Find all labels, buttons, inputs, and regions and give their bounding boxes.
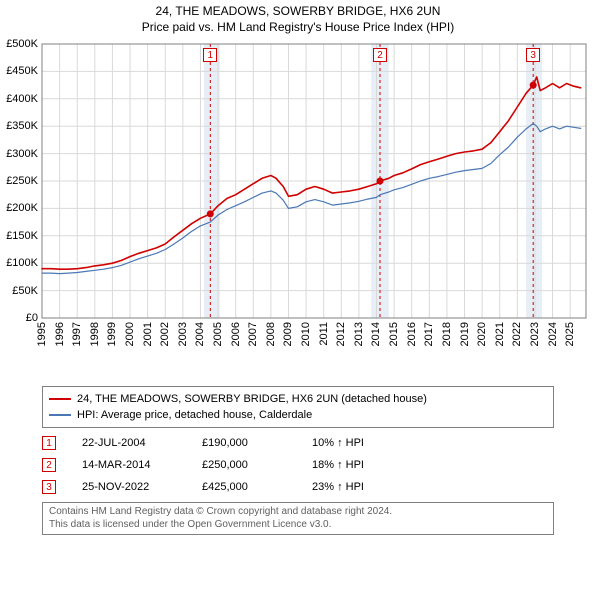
sale-date: 25-NOV-2022	[82, 481, 202, 493]
table-row: 1 22-JUL-2004 £190,000 10% ↑ HPI	[42, 432, 554, 454]
table-row: 3 25-NOV-2022 £425,000 23% ↑ HPI	[42, 476, 554, 498]
legend-item: 24, THE MEADOWS, SOWERBY BRIDGE, HX6 2UN…	[49, 391, 547, 407]
legend-swatch	[49, 398, 71, 400]
legend-label: 24, THE MEADOWS, SOWERBY BRIDGE, HX6 2UN…	[77, 393, 427, 405]
marker-badge: 2	[42, 458, 56, 472]
page-subtitle: Price paid vs. HM Land Registry's House …	[4, 20, 592, 34]
attribution-line: Contains HM Land Registry data © Crown c…	[49, 506, 547, 519]
sale-price: £190,000	[202, 437, 312, 449]
sale-date: 22-JUL-2004	[82, 437, 202, 449]
table-row: 2 14-MAR-2014 £250,000 18% ↑ HPI	[42, 454, 554, 476]
attribution-line: This data is licensed under the Open Gov…	[49, 519, 547, 532]
marker-badge: 1	[42, 436, 56, 450]
legend-label: HPI: Average price, detached house, Cald…	[77, 409, 312, 421]
marker-badge: 3	[42, 480, 56, 494]
legend-swatch	[49, 414, 71, 416]
sale-delta: 10% ↑ HPI	[312, 437, 422, 449]
sale-date: 14-MAR-2014	[82, 459, 202, 471]
price-chart: £0£50K£100K£150K£200K£250K£300K£350K£400…	[4, 40, 592, 380]
legend: 24, THE MEADOWS, SOWERBY BRIDGE, HX6 2UN…	[42, 386, 554, 428]
attribution: Contains HM Land Registry data © Crown c…	[42, 502, 554, 535]
legend-item: HPI: Average price, detached house, Cald…	[49, 407, 547, 423]
sale-delta: 18% ↑ HPI	[312, 459, 422, 471]
sale-delta: 23% ↑ HPI	[312, 481, 422, 493]
sale-price: £425,000	[202, 481, 312, 493]
sale-price: £250,000	[202, 459, 312, 471]
sales-table: 1 22-JUL-2004 £190,000 10% ↑ HPI 2 14-MA…	[42, 432, 554, 498]
page-title: 24, THE MEADOWS, SOWERBY BRIDGE, HX6 2UN	[4, 4, 592, 18]
